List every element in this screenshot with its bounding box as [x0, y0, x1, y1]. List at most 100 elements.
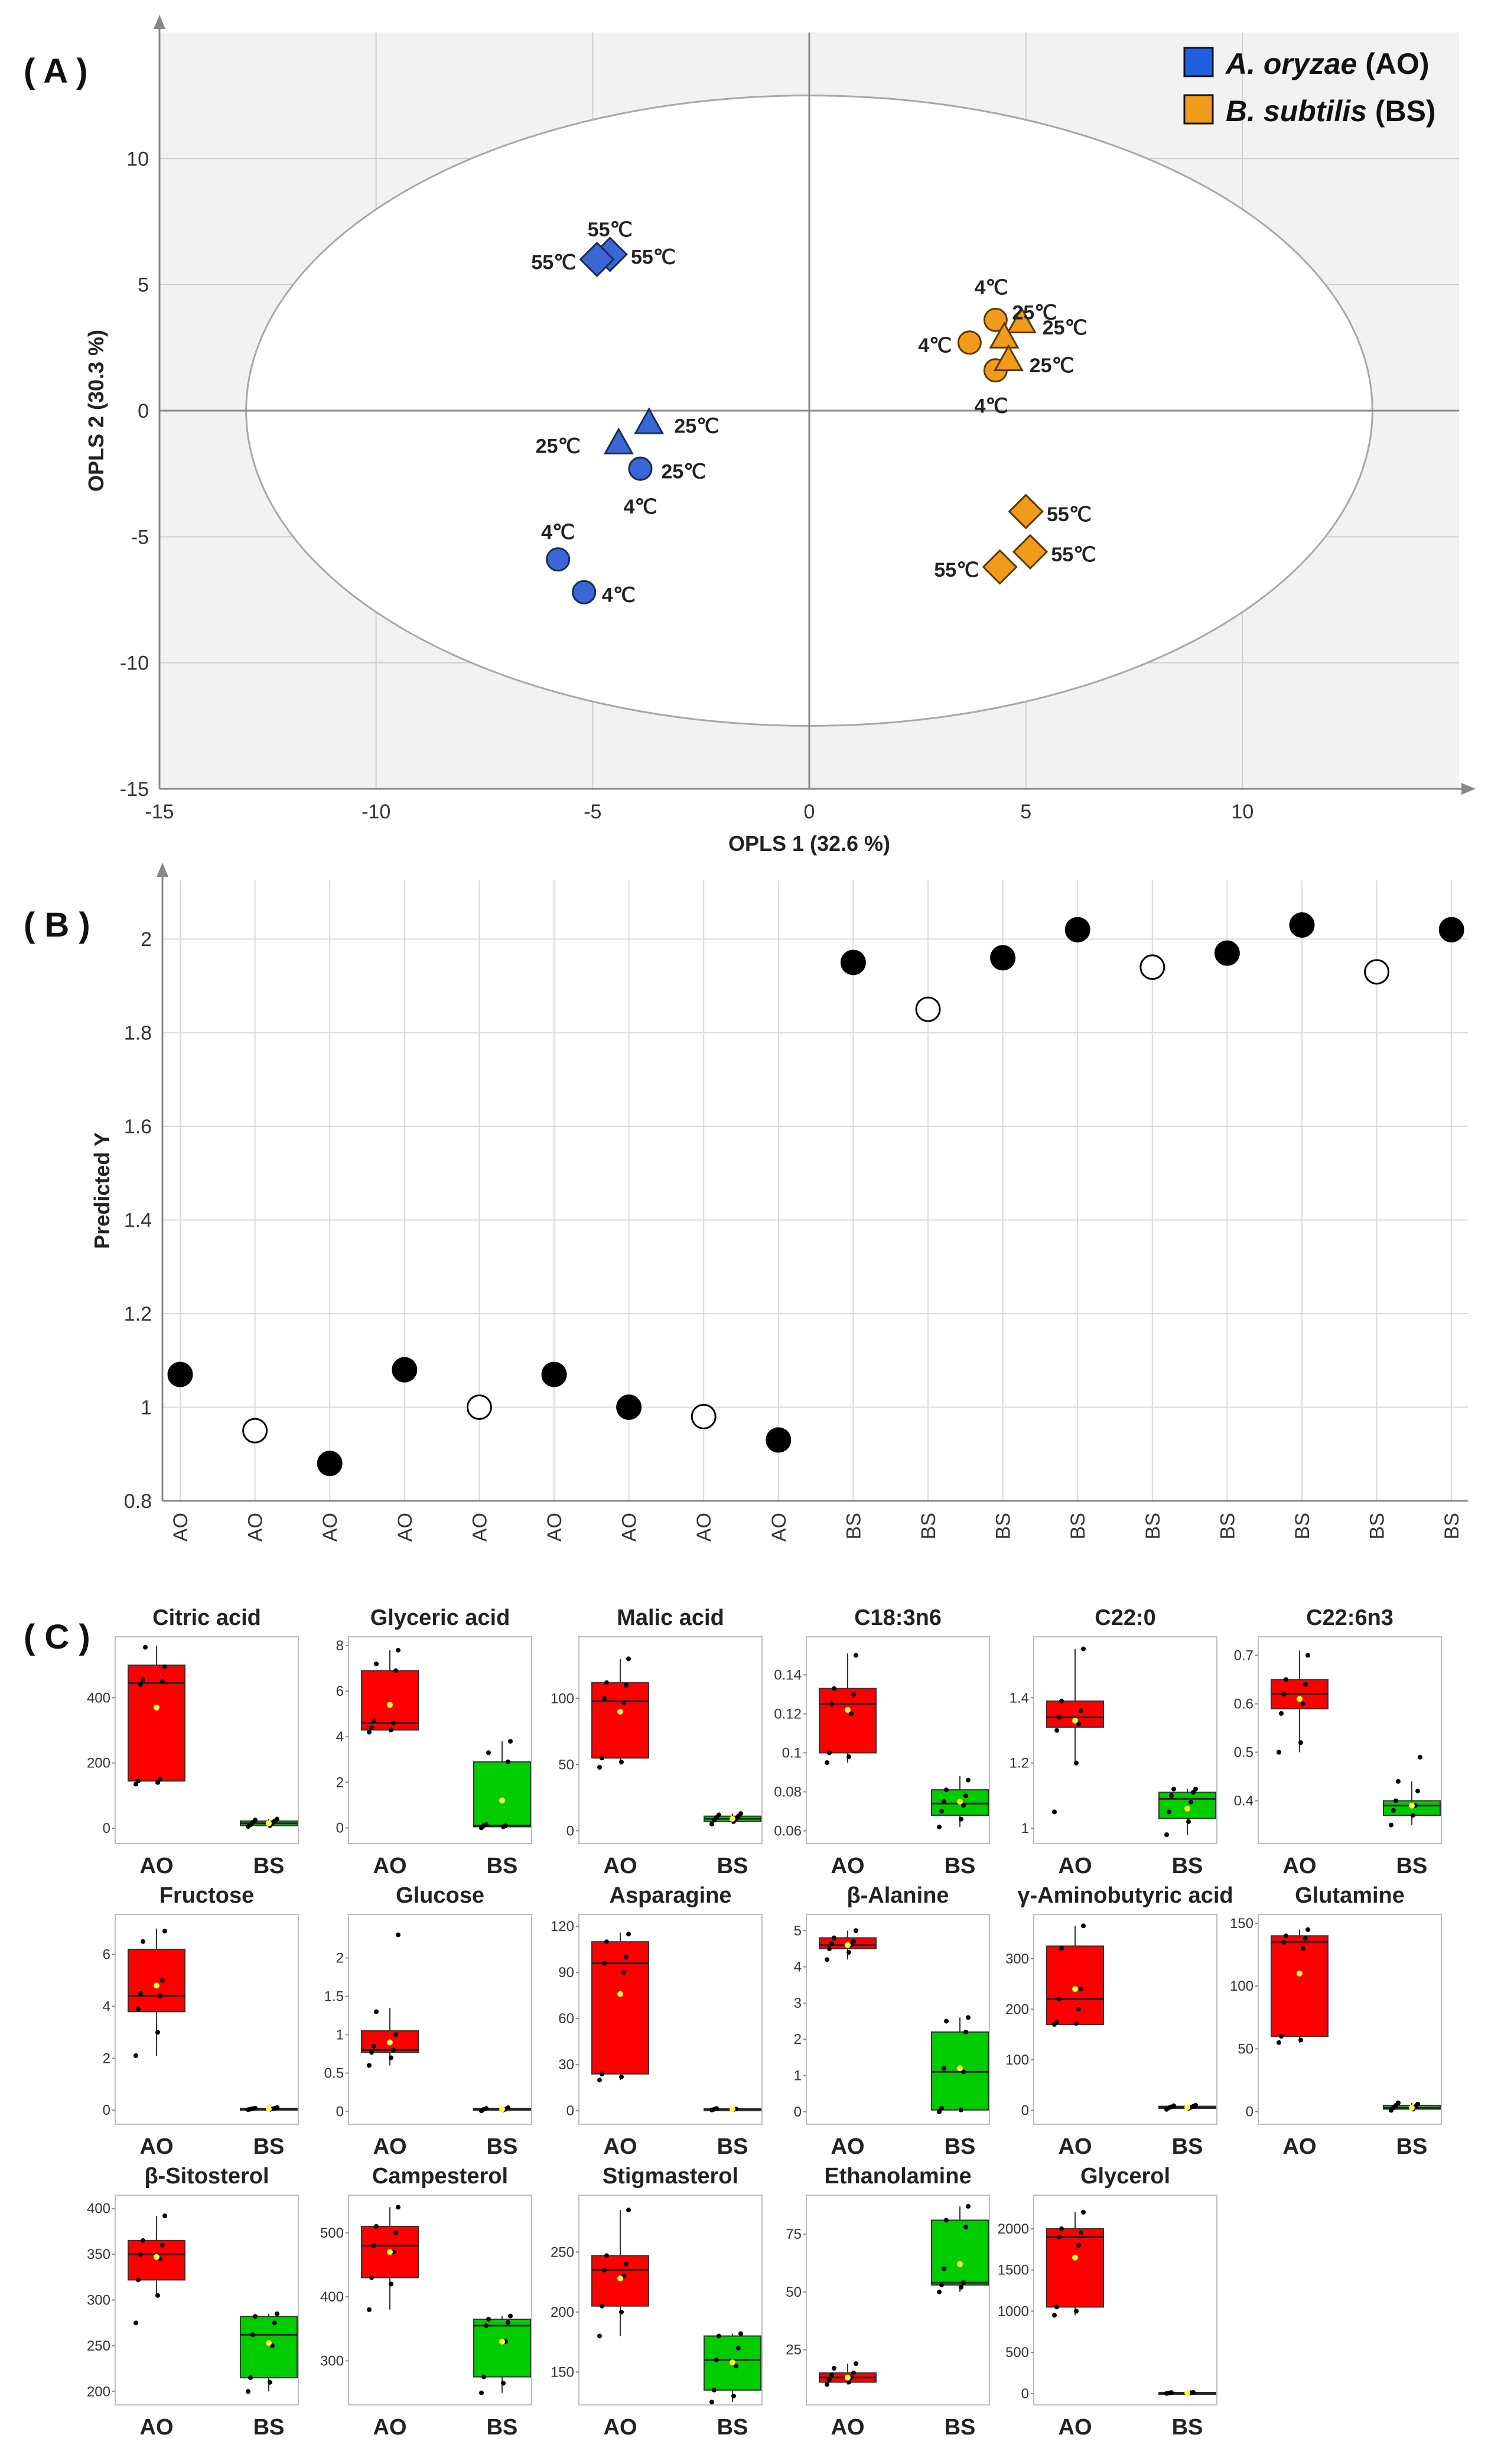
boxplot-data-point [1396, 1779, 1401, 1784]
boxplot-data-point [832, 1686, 836, 1691]
boxplot-data-point [1054, 1728, 1059, 1733]
boxplot-box-ao [1271, 1935, 1329, 2037]
boxplot-group-label: AO [831, 1854, 865, 1878]
boxplot-data-point [1081, 1923, 1086, 1929]
boxplot-box-ao [819, 1688, 877, 1754]
boxplot-group-label: AO [831, 2134, 865, 2159]
boxplot-data-point [486, 1750, 491, 1756]
boxplot-data-point [846, 2380, 851, 2385]
boxplot-data-point [272, 2320, 277, 2326]
boxplot-data-point [825, 1957, 829, 1962]
boxplot-y-tick-label: 2 [336, 1774, 344, 1790]
boxplot-data-point [155, 2293, 160, 2298]
predicted-point-open [466, 1394, 492, 1420]
boxplot-data-point [155, 1780, 160, 1785]
boxplot-data-point [143, 1644, 148, 1650]
plot-b-y-tick-label: 1.2 [124, 1303, 152, 1325]
plot-a-x-tick-label: -5 [584, 801, 601, 823]
boxplot-data-point [393, 2032, 398, 2037]
boxplot-data-point [1079, 2230, 1083, 2235]
boxplot-data-point [1057, 1715, 1062, 1720]
boxplot-data-point [604, 1939, 609, 1945]
boxplot-data-point [1284, 1677, 1288, 1682]
boxplot-y-tick-label: 0 [336, 1820, 344, 1836]
boxplot-data-point [484, 1822, 489, 1827]
boxplot-data-point [253, 2314, 258, 2319]
boxplot-box-ao [591, 1682, 649, 1759]
boxplot-data-point [827, 1750, 832, 1756]
plot-a-point-annotation: 55℃ [588, 219, 633, 241]
boxplot-mean-marker [845, 1942, 851, 1948]
boxplot-data-point [248, 2375, 253, 2381]
plot-a-tick-labels: -15 -10 -5 0 5 10 -15 -10 -5 0 5 10 [120, 148, 1253, 823]
boxplot-data-point [396, 1932, 401, 1938]
plot-a-point-annotation: 55℃ [1051, 544, 1096, 566]
boxplot-data-point [1171, 1786, 1176, 1792]
plot-a-x-tick-label: -10 [362, 801, 390, 823]
boxplot-data-point [246, 2389, 250, 2394]
boxplot-data-point [486, 2317, 491, 2322]
boxplot-data-point [1191, 1790, 1196, 1795]
plot-b-x-category-label: AO [394, 1513, 416, 1542]
boxplot-data-point [1057, 2234, 1062, 2239]
plot-b-x-category-label: AO [468, 1513, 491, 1542]
boxplot-group-label: BS [945, 2134, 976, 2159]
boxplot-y-tick-label: 500 [320, 2225, 344, 2241]
boxplot-group-label: AO [604, 2134, 637, 2159]
plot-a-x-axis-title: OPLS 1 (32.6 %) [728, 831, 890, 856]
boxplot-data-point [738, 2331, 743, 2336]
boxplot-data-point [832, 2366, 836, 2371]
boxplot-data-point [829, 1701, 834, 1706]
boxplot-data-point [1074, 2309, 1079, 2314]
boxplot-title: Glutamine [1295, 1883, 1405, 1908]
boxplot-data-point [479, 2390, 484, 2395]
predicted-point-filled [1214, 940, 1240, 966]
boxplot-group-label: BS [253, 2134, 285, 2159]
plot-b-x-category-label: BS [1067, 1513, 1089, 1539]
boxplot-data-point [624, 1955, 629, 1960]
boxplot-data-point [367, 1730, 372, 1735]
plot-b-gridlines [162, 880, 1468, 1501]
boxplot-y-tick-label: 6 [103, 1947, 110, 1963]
boxplot-data-point [1076, 1721, 1081, 1727]
boxplot-y-tick-label: 300 [320, 2353, 344, 2369]
plot-b-x-category-label: AO [245, 1513, 267, 1542]
boxplot-data-point [253, 1818, 258, 1823]
predicted-point-open [691, 1403, 717, 1429]
boxplot-data-point [712, 2387, 717, 2393]
plot-a-x-tick-label: 0 [804, 801, 815, 823]
boxplot-frame [348, 1914, 532, 2125]
boxplot-mean-marker [1297, 1970, 1303, 1977]
plot-b-tick-labels: 0.8 1 1.2 1.4 1.6 1.8 2 AO AO AO AO AO AO AO AO AO BS BS B… [124, 928, 1463, 1542]
boxplot-mean-marker [499, 2106, 505, 2112]
boxplot-box-bs [931, 2219, 989, 2286]
boxplot-y-tick-label: 1 [336, 2027, 344, 2043]
boxplot-data-point [1186, 1819, 1191, 1824]
boxplot-mean-marker [1184, 2390, 1190, 2396]
boxplot-data-point [827, 2377, 832, 2382]
boxplot-y-tick-label: 500 [1005, 2345, 1029, 2361]
boxplot-data-point [709, 1822, 714, 1827]
legend-entry: A. oryzae (AO) [1225, 47, 1430, 80]
boxplot-box-bs [473, 1761, 531, 1828]
boxplot-data-point [832, 1935, 836, 1940]
bs-diamond-point [1012, 534, 1049, 570]
boxplot-y-tick-label: 250 [551, 2244, 574, 2260]
plot-a-point-annotation: 4℃ [974, 277, 1008, 299]
plot-a-point-annotation: 55℃ [531, 251, 576, 274]
boxplot-data-point [162, 2213, 167, 2219]
panel-a-opls-score-plot: ( A ) -15 -10 -5 0 5 10 -15 -10 -5 0 5 10 55℃ 55℃ 55℃… [24, 15, 1476, 856]
boxplot-y-tick-label: 400 [87, 1690, 110, 1706]
plot-b-x-category-label: AO [768, 1513, 790, 1542]
boxplot-mean-marker [957, 1798, 963, 1805]
boxplot-y-tick-label: 120 [551, 1919, 574, 1935]
boxplot-data-point [250, 2332, 255, 2338]
boxplot-y-tick-label: 0.5 [324, 2066, 344, 2082]
plot-a-x-tick-label: -15 [145, 801, 174, 823]
plot-a-legend: A. oryzae (AO) B. subtilis (BS) [1183, 47, 1436, 128]
boxplot-data-point [506, 2105, 510, 2110]
boxplot-data-point [134, 2053, 138, 2058]
boxplot-3: C18:3n6 0.06 0.08 0.1 0.12 0.14 AO BS [774, 1605, 990, 1878]
boxplot-y-tick-label: 0 [103, 2102, 110, 2118]
boxplot-data-point [275, 1816, 279, 1822]
